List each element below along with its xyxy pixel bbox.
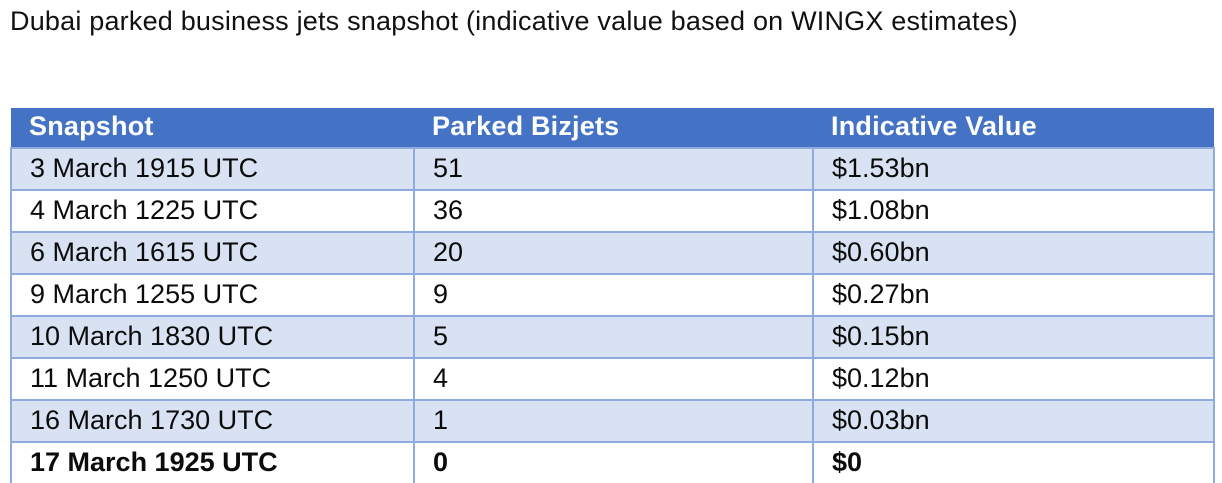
col-header-indicative-value: Indicative Value — [813, 108, 1214, 148]
table-row: 9 March 1255 UTC 9 $0.27bn — [10, 273, 1215, 317]
cell-snapshot: 11 March 1250 UTC — [10, 357, 415, 401]
cell-indicative-value: $0 — [812, 441, 1215, 483]
cell-parked-bizjets: 5 — [413, 315, 814, 359]
page-title: Dubai parked business jets snapshot (ind… — [10, 6, 1018, 36]
col-header-snapshot: Snapshot — [11, 108, 414, 148]
cell-snapshot: 9 March 1255 UTC — [10, 273, 415, 317]
parked-jets-table: Snapshot Parked Bizjets Indicative Value… — [10, 108, 1215, 483]
cell-indicative-value: $0.60bn — [812, 231, 1215, 275]
table-row: 11 March 1250 UTC 4 $0.12bn — [10, 357, 1215, 401]
cell-parked-bizjets: 0 — [413, 441, 814, 483]
cell-indicative-value: $0.12bn — [812, 357, 1215, 401]
cell-indicative-value: $1.08bn — [812, 189, 1215, 233]
table-row: 17 March 1925 UTC 0 $0 — [10, 441, 1215, 483]
table-row: 6 March 1615 UTC 20 $0.60bn — [10, 231, 1215, 275]
table-row: 4 March 1225 UTC 36 $1.08bn — [10, 189, 1215, 233]
col-header-parked-bizjets: Parked Bizjets — [414, 108, 813, 148]
cell-snapshot: 16 March 1730 UTC — [10, 399, 415, 443]
table-header-row: Snapshot Parked Bizjets Indicative Value — [11, 108, 1214, 148]
cell-parked-bizjets: 9 — [413, 273, 814, 317]
table-row: 10 March 1830 UTC 5 $0.15bn — [10, 315, 1215, 359]
table-row: 3 March 1915 UTC 51 $1.53bn — [10, 147, 1215, 191]
cell-indicative-value: $0.27bn — [812, 273, 1215, 317]
table-row: 16 March 1730 UTC 1 $0.03bn — [10, 399, 1215, 443]
cell-parked-bizjets: 1 — [413, 399, 814, 443]
cell-indicative-value: $1.53bn — [812, 147, 1215, 191]
cell-parked-bizjets: 51 — [413, 147, 814, 191]
cell-snapshot: 6 March 1615 UTC — [10, 231, 415, 275]
cell-snapshot: 17 March 1925 UTC — [10, 441, 415, 483]
cell-indicative-value: $0.15bn — [812, 315, 1215, 359]
cell-indicative-value: $0.03bn — [812, 399, 1215, 443]
cell-parked-bizjets: 4 — [413, 357, 814, 401]
cell-parked-bizjets: 20 — [413, 231, 814, 275]
cell-snapshot: 4 March 1225 UTC — [10, 189, 415, 233]
cell-parked-bizjets: 36 — [413, 189, 814, 233]
cell-snapshot: 3 March 1915 UTC — [10, 147, 415, 191]
cell-snapshot: 10 March 1830 UTC — [10, 315, 415, 359]
